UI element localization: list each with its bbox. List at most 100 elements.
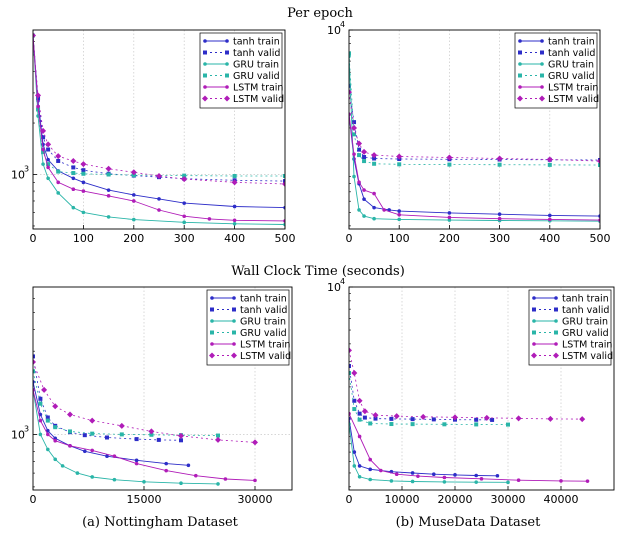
- data-point: [71, 176, 76, 181]
- legend-marker: [210, 342, 214, 346]
- legend-label: GRU valid: [233, 71, 280, 82]
- data-point: [352, 174, 356, 179]
- data-point: [56, 169, 61, 174]
- legend-marker: [202, 95, 208, 102]
- data-point: [394, 472, 399, 477]
- data-point: [357, 153, 362, 158]
- data-point: [46, 162, 51, 167]
- y-tick-label: 10: [11, 168, 25, 181]
- data-point: [368, 477, 373, 482]
- legend-entry: GRU train: [532, 317, 608, 328]
- data-point: [106, 172, 111, 177]
- data-point: [38, 432, 43, 437]
- data-point: [119, 432, 124, 437]
- x-tick-label: 0: [30, 493, 37, 506]
- series-line: [349, 56, 600, 222]
- series-LSTM-valid: [33, 32, 285, 187]
- legend-marker: [540, 39, 544, 43]
- legend-entry: LSTM valid: [209, 351, 291, 362]
- series-line: [349, 418, 498, 477]
- series-line: [349, 114, 600, 217]
- data-point: [157, 208, 161, 212]
- data-point: [368, 457, 373, 462]
- legend-marker: [232, 330, 236, 335]
- data-point: [71, 205, 76, 210]
- data-point: [362, 214, 366, 218]
- data-point: [373, 416, 378, 421]
- data-point: [157, 197, 161, 201]
- series-line: [349, 413, 588, 482]
- legend-entry: GRU valid: [518, 71, 595, 82]
- data-point: [397, 217, 402, 222]
- series-line: [349, 365, 493, 421]
- legend-marker: [203, 73, 207, 78]
- data-point: [207, 217, 212, 221]
- data-point: [81, 180, 86, 185]
- legend-label: LSTM valid: [240, 351, 291, 362]
- legend-label: GRU train: [562, 317, 608, 328]
- title-wall-clock: Wall Clock Time (seconds): [231, 264, 405, 279]
- data-point: [81, 189, 86, 193]
- data-point: [67, 411, 73, 418]
- legend-entry: tanh valid: [203, 48, 280, 59]
- legend-entry: GRU valid: [532, 328, 609, 339]
- legend-label: LSTM train: [233, 83, 283, 94]
- data-point: [134, 437, 139, 442]
- data-point: [397, 162, 402, 167]
- data-point: [372, 216, 376, 221]
- legend-label: tanh valid: [240, 305, 287, 316]
- data-point: [81, 168, 86, 173]
- legend-label: LSTM train: [548, 83, 598, 94]
- data-point: [362, 415, 367, 420]
- data-point: [252, 439, 258, 446]
- series-line: [33, 371, 219, 436]
- plot-frame: [32, 286, 293, 491]
- data-point: [379, 468, 383, 473]
- data-point: [46, 447, 50, 452]
- data-point: [357, 411, 362, 416]
- x-tick-label: 400: [224, 232, 245, 245]
- legend-label: GRU valid: [562, 328, 609, 339]
- data-point: [132, 217, 136, 222]
- data-point: [130, 169, 137, 176]
- data-point: [442, 422, 447, 427]
- data-point: [410, 479, 415, 484]
- data-point: [372, 191, 376, 196]
- series-LSTM-valid: [349, 89, 600, 165]
- legend-marker: [517, 95, 523, 102]
- data-point: [106, 215, 111, 219]
- data-point: [38, 401, 43, 406]
- data-point: [389, 416, 394, 421]
- data-point: [53, 438, 57, 443]
- title-per-epoch: Per epoch: [287, 6, 353, 21]
- data-point: [45, 141, 52, 148]
- data-point: [442, 475, 447, 480]
- legend-label: LSTM valid: [233, 94, 284, 105]
- data-point: [56, 180, 60, 185]
- data-point: [356, 140, 363, 147]
- data-point: [352, 450, 357, 454]
- legend-entry: LSTM valid: [202, 94, 284, 105]
- data-point: [447, 215, 452, 220]
- data-point: [393, 413, 400, 420]
- data-point: [33, 32, 36, 39]
- data-point: [547, 162, 552, 167]
- legend-marker: [225, 85, 229, 89]
- data-point: [81, 210, 86, 215]
- data-point: [352, 464, 357, 468]
- data-point: [357, 464, 362, 468]
- legend-marker: [518, 73, 522, 78]
- data-point: [497, 162, 502, 167]
- legend-marker: [231, 352, 237, 359]
- data-point: [46, 147, 51, 152]
- data-point: [447, 211, 452, 215]
- legend-marker: [232, 342, 236, 346]
- data-point: [164, 468, 168, 473]
- data-point: [253, 478, 257, 483]
- data-point: [68, 444, 72, 448]
- data-point: [546, 156, 553, 163]
